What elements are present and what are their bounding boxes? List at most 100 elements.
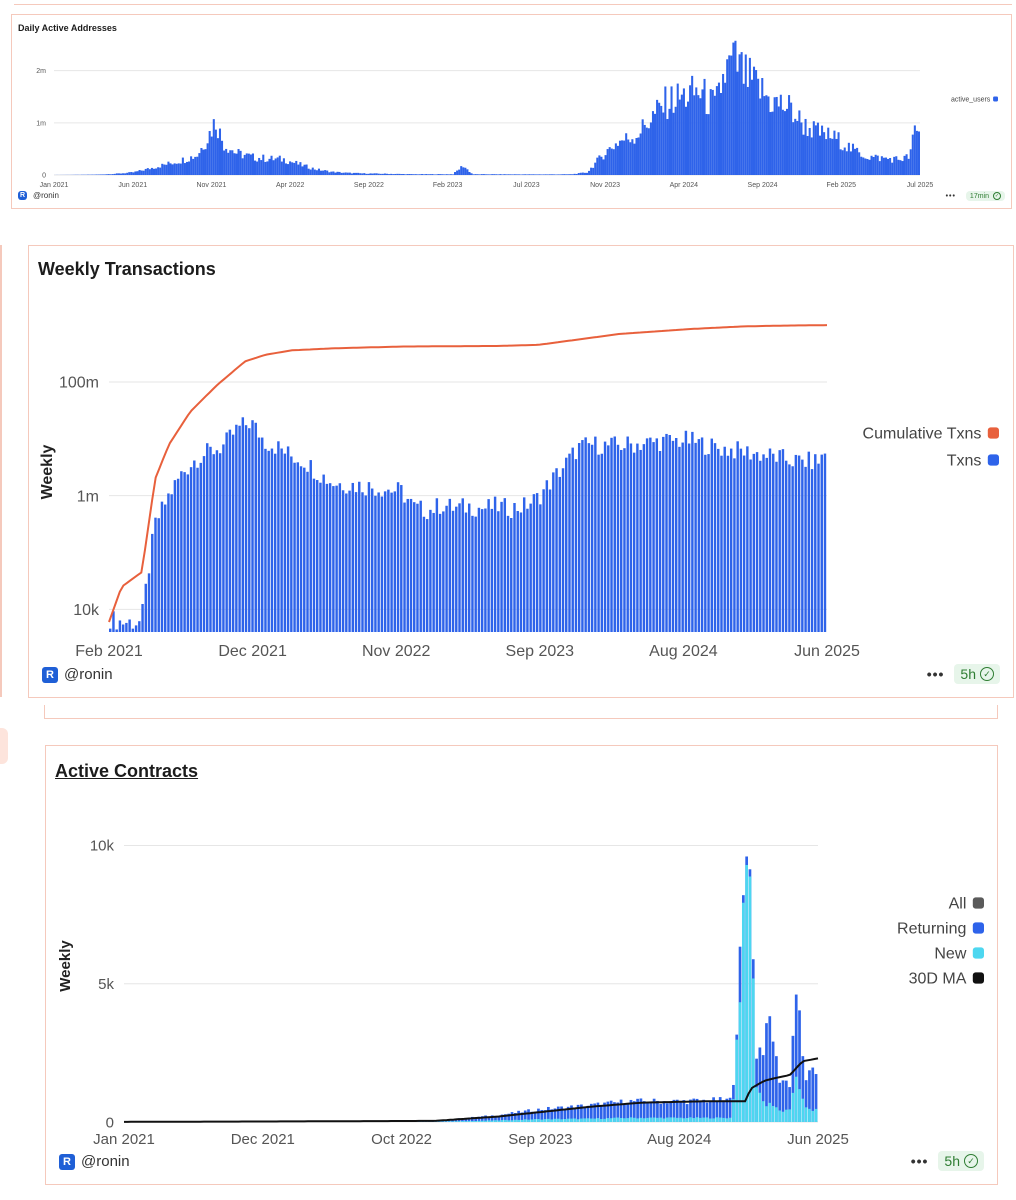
bar <box>620 449 623 632</box>
bar <box>202 456 206 632</box>
bar <box>568 453 571 632</box>
legend-label: New <box>934 946 966 963</box>
bar-new <box>454 1121 458 1122</box>
bar <box>522 174 525 175</box>
bar-new <box>741 902 745 1122</box>
bar-new <box>751 978 755 1122</box>
x-tick-label: Apr 2024 <box>670 182 699 189</box>
bar-new <box>609 1118 613 1122</box>
bar-returning <box>689 1099 692 1122</box>
bar <box>489 174 492 175</box>
bar <box>874 154 877 175</box>
bar-new <box>665 1117 669 1122</box>
bar-returning <box>527 1109 530 1122</box>
bar <box>820 454 823 632</box>
more-options-icon[interactable]: ••• <box>926 666 945 682</box>
bar <box>396 173 399 175</box>
bar-returning <box>669 1101 672 1122</box>
bar <box>225 432 228 632</box>
bar-returning <box>685 1104 689 1122</box>
bar <box>592 167 595 175</box>
card-footer-brand[interactable]: R @ronin <box>42 666 113 683</box>
bar <box>448 498 452 632</box>
legend-label: Txns <box>947 453 982 470</box>
bar <box>705 114 708 175</box>
bar-new <box>444 1121 448 1122</box>
bar <box>282 158 285 175</box>
card-footer-status: ••• 17min ✓ <box>946 191 1005 201</box>
bar <box>579 172 582 175</box>
bar <box>555 174 558 175</box>
bar <box>674 106 677 175</box>
bar-returning <box>520 1112 524 1122</box>
y-tick-label: 2m <box>36 68 46 75</box>
bar <box>833 130 836 175</box>
bar <box>699 98 702 175</box>
bar <box>905 154 908 175</box>
card-title[interactable]: Daily Active Addresses <box>18 23 117 33</box>
bar <box>442 511 445 632</box>
bar-new <box>467 1120 471 1122</box>
bar <box>744 54 747 176</box>
bar <box>299 162 302 175</box>
bar <box>528 174 531 175</box>
bar <box>319 170 323 175</box>
bar-returning <box>566 1106 570 1122</box>
bar-returning <box>801 1056 805 1122</box>
bar-returning <box>563 1109 567 1122</box>
bar <box>651 111 655 175</box>
bar-new <box>702 1117 706 1122</box>
bar <box>671 440 675 632</box>
card-title[interactable]: Active Contracts <box>55 761 199 781</box>
card-footer-brand[interactable]: R @ronin <box>18 191 59 200</box>
bar <box>427 174 430 175</box>
bar-new <box>675 1117 679 1122</box>
bar <box>301 166 304 175</box>
bar <box>309 169 312 175</box>
bar <box>571 174 574 175</box>
more-options-icon[interactable]: ••• <box>910 1153 929 1169</box>
bar-returning <box>530 1111 534 1122</box>
legend-label: active_users <box>951 96 991 103</box>
card-footer-brand[interactable]: R @ronin <box>59 1153 130 1170</box>
bar-returning <box>712 1097 715 1122</box>
bar <box>348 490 351 632</box>
bar <box>538 174 541 175</box>
bar <box>540 174 543 175</box>
freshness-badge[interactable]: 17min ✓ <box>965 191 1005 201</box>
bar <box>621 140 624 175</box>
bar <box>674 438 678 632</box>
bar-new <box>705 1117 709 1122</box>
bar <box>561 468 565 632</box>
series-line-30d-ma <box>124 1057 819 1123</box>
bar-new <box>487 1120 491 1122</box>
bar <box>345 493 348 632</box>
more-options-icon[interactable]: ••• <box>945 192 956 200</box>
bar <box>901 161 904 175</box>
bar-returning <box>467 1117 471 1122</box>
bar <box>891 162 894 175</box>
bar <box>262 154 265 175</box>
weekly-transactions-chart: 10k 1m 100m Feb 2021 Dec 2021 Nov 2022 Sep 202… <box>39 324 999 660</box>
bar <box>558 476 561 632</box>
bar <box>351 482 355 632</box>
bar <box>276 157 279 175</box>
freshness-badge[interactable]: 5h ✓ <box>954 664 1000 684</box>
bar <box>816 122 819 175</box>
bar <box>734 40 737 175</box>
bar <box>550 174 553 175</box>
bar <box>480 509 484 632</box>
bar-returning <box>589 1103 593 1122</box>
y-tick-label: 0 <box>42 172 46 179</box>
bar <box>917 131 920 175</box>
bar-new <box>692 1118 696 1122</box>
bar <box>350 173 353 175</box>
bar-returning <box>560 1106 563 1122</box>
bar <box>363 173 366 175</box>
bar <box>409 498 413 632</box>
card-separator <box>44 705 998 719</box>
card-title[interactable]: Weekly Transactions <box>38 259 216 279</box>
bar <box>641 119 644 175</box>
bar-new <box>682 1118 686 1122</box>
freshness-badge[interactable]: 5h ✓ <box>938 1151 984 1171</box>
